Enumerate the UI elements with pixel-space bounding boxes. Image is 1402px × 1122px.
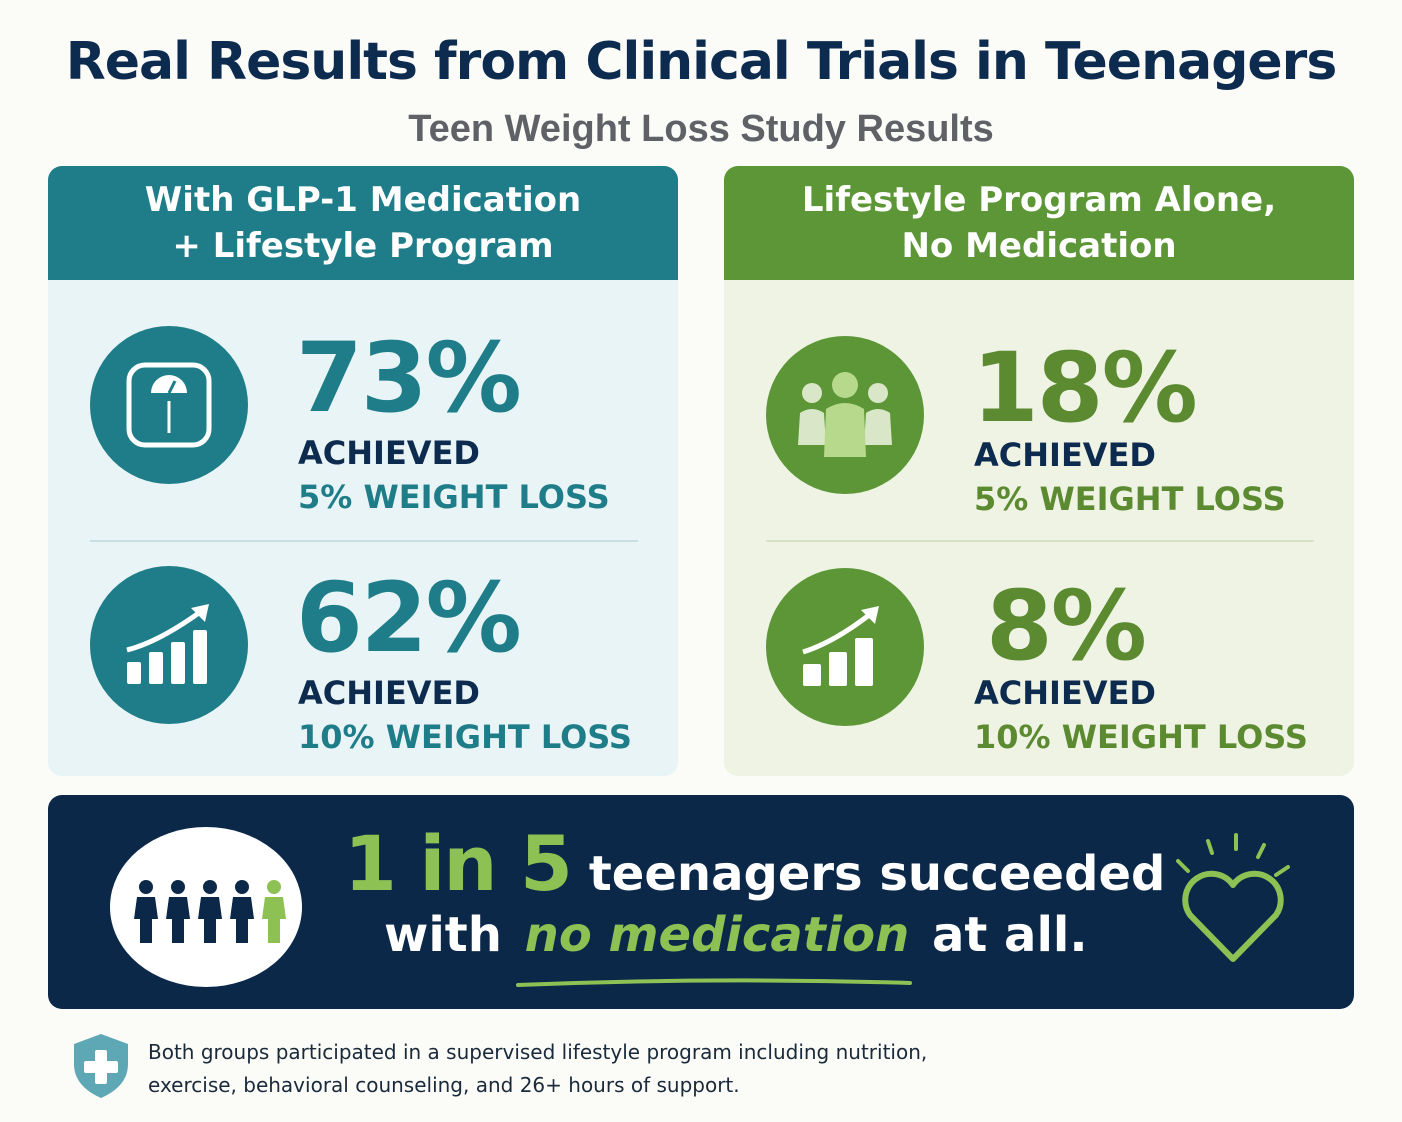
banner-line2-pre: with bbox=[384, 907, 502, 963]
banner-line2-post: at all. bbox=[932, 907, 1088, 963]
lifestyle-10pct-loss: 10% WEIGHT LOSS bbox=[974, 718, 1308, 756]
lifestyle-5pct-achieved: ACHIEVED bbox=[974, 436, 1156, 474]
medication-stat-5pct: 73% ACHIEVED 5% WEIGHT LOSS bbox=[48, 316, 678, 546]
lifestyle-divider bbox=[766, 540, 1314, 542]
heart-icon bbox=[1176, 833, 1290, 962]
people-row-icon bbox=[110, 827, 302, 987]
page-title: Real Results from Clinical Trials in Tee… bbox=[65, 32, 1338, 92]
banner-line1-text: teenagers succeeded bbox=[588, 846, 1166, 902]
lifestyle-stat-10pct: 8% ACHIEVED 10% WEIGHT LOSS bbox=[724, 556, 1354, 776]
page-subtitle: Teen Weight Loss Study Results bbox=[408, 108, 994, 150]
banner-ratio: 1 in 5 bbox=[344, 819, 573, 908]
lifestyle-panel: Lifestyle Program Alone, No Medication 1… bbox=[724, 166, 1354, 776]
medication-5pct-achieved: ACHIEVED bbox=[298, 434, 480, 472]
lifestyle-panel-heading: Lifestyle Program Alone, No Medication bbox=[724, 166, 1354, 280]
lifestyle-5pct-loss: 5% WEIGHT LOSS bbox=[974, 480, 1286, 518]
people-group-icon bbox=[766, 336, 924, 494]
growth-chart-icon bbox=[766, 568, 924, 726]
banner-line1: 1 in 5 teenagers succeeded bbox=[344, 819, 1165, 908]
growth-chart-icon bbox=[90, 566, 248, 724]
lifestyle-heading-line1: Lifestyle Program Alone, bbox=[801, 180, 1277, 220]
medication-panel: With GLP-1 Medication + Lifestyle Progra… bbox=[48, 166, 678, 776]
scale-icon bbox=[90, 326, 248, 484]
medication-stat-10pct: 62% ACHIEVED 10% WEIGHT LOSS bbox=[48, 556, 678, 776]
medication-heading-line2: + Lifestyle Program bbox=[172, 226, 554, 266]
banner-line2: with no medication at all. bbox=[384, 907, 1088, 963]
medication-heading-line1: With GLP-1 Medication bbox=[144, 180, 582, 220]
medication-5pct-loss: 5% WEIGHT LOSS bbox=[298, 478, 610, 516]
medication-10pct-value: 62% bbox=[296, 562, 522, 674]
medication-panel-heading: With GLP-1 Medication + Lifestyle Progra… bbox=[48, 166, 678, 280]
footer-note: Both groups participated in a supervised… bbox=[148, 1036, 968, 1102]
lifestyle-stat-5pct: 18% ACHIEVED 5% WEIGHT LOSS bbox=[724, 316, 1354, 546]
lifestyle-5pct-value: 18% bbox=[972, 332, 1198, 444]
medication-5pct-value: 73% bbox=[296, 322, 522, 434]
footer-line1: Both groups participated in a supervised… bbox=[148, 1040, 928, 1064]
lifestyle-10pct-achieved: ACHIEVED bbox=[974, 674, 1156, 712]
medical-shield-icon bbox=[74, 1034, 128, 1098]
lifestyle-10pct-value: 8% bbox=[986, 570, 1147, 682]
medication-divider bbox=[90, 540, 638, 542]
summary-banner: 1 in 5 teenagers succeeded with no medica… bbox=[48, 795, 1354, 1009]
medication-10pct-achieved: ACHIEVED bbox=[298, 674, 480, 712]
footer-line2: exercise, behavioral counseling, and 26+… bbox=[148, 1073, 740, 1097]
lifestyle-heading-line2: No Medication bbox=[901, 226, 1177, 266]
emphasis-underline bbox=[516, 978, 912, 987]
medication-10pct-loss: 10% WEIGHT LOSS bbox=[298, 718, 632, 756]
banner-emphasis: no medication bbox=[524, 907, 910, 963]
